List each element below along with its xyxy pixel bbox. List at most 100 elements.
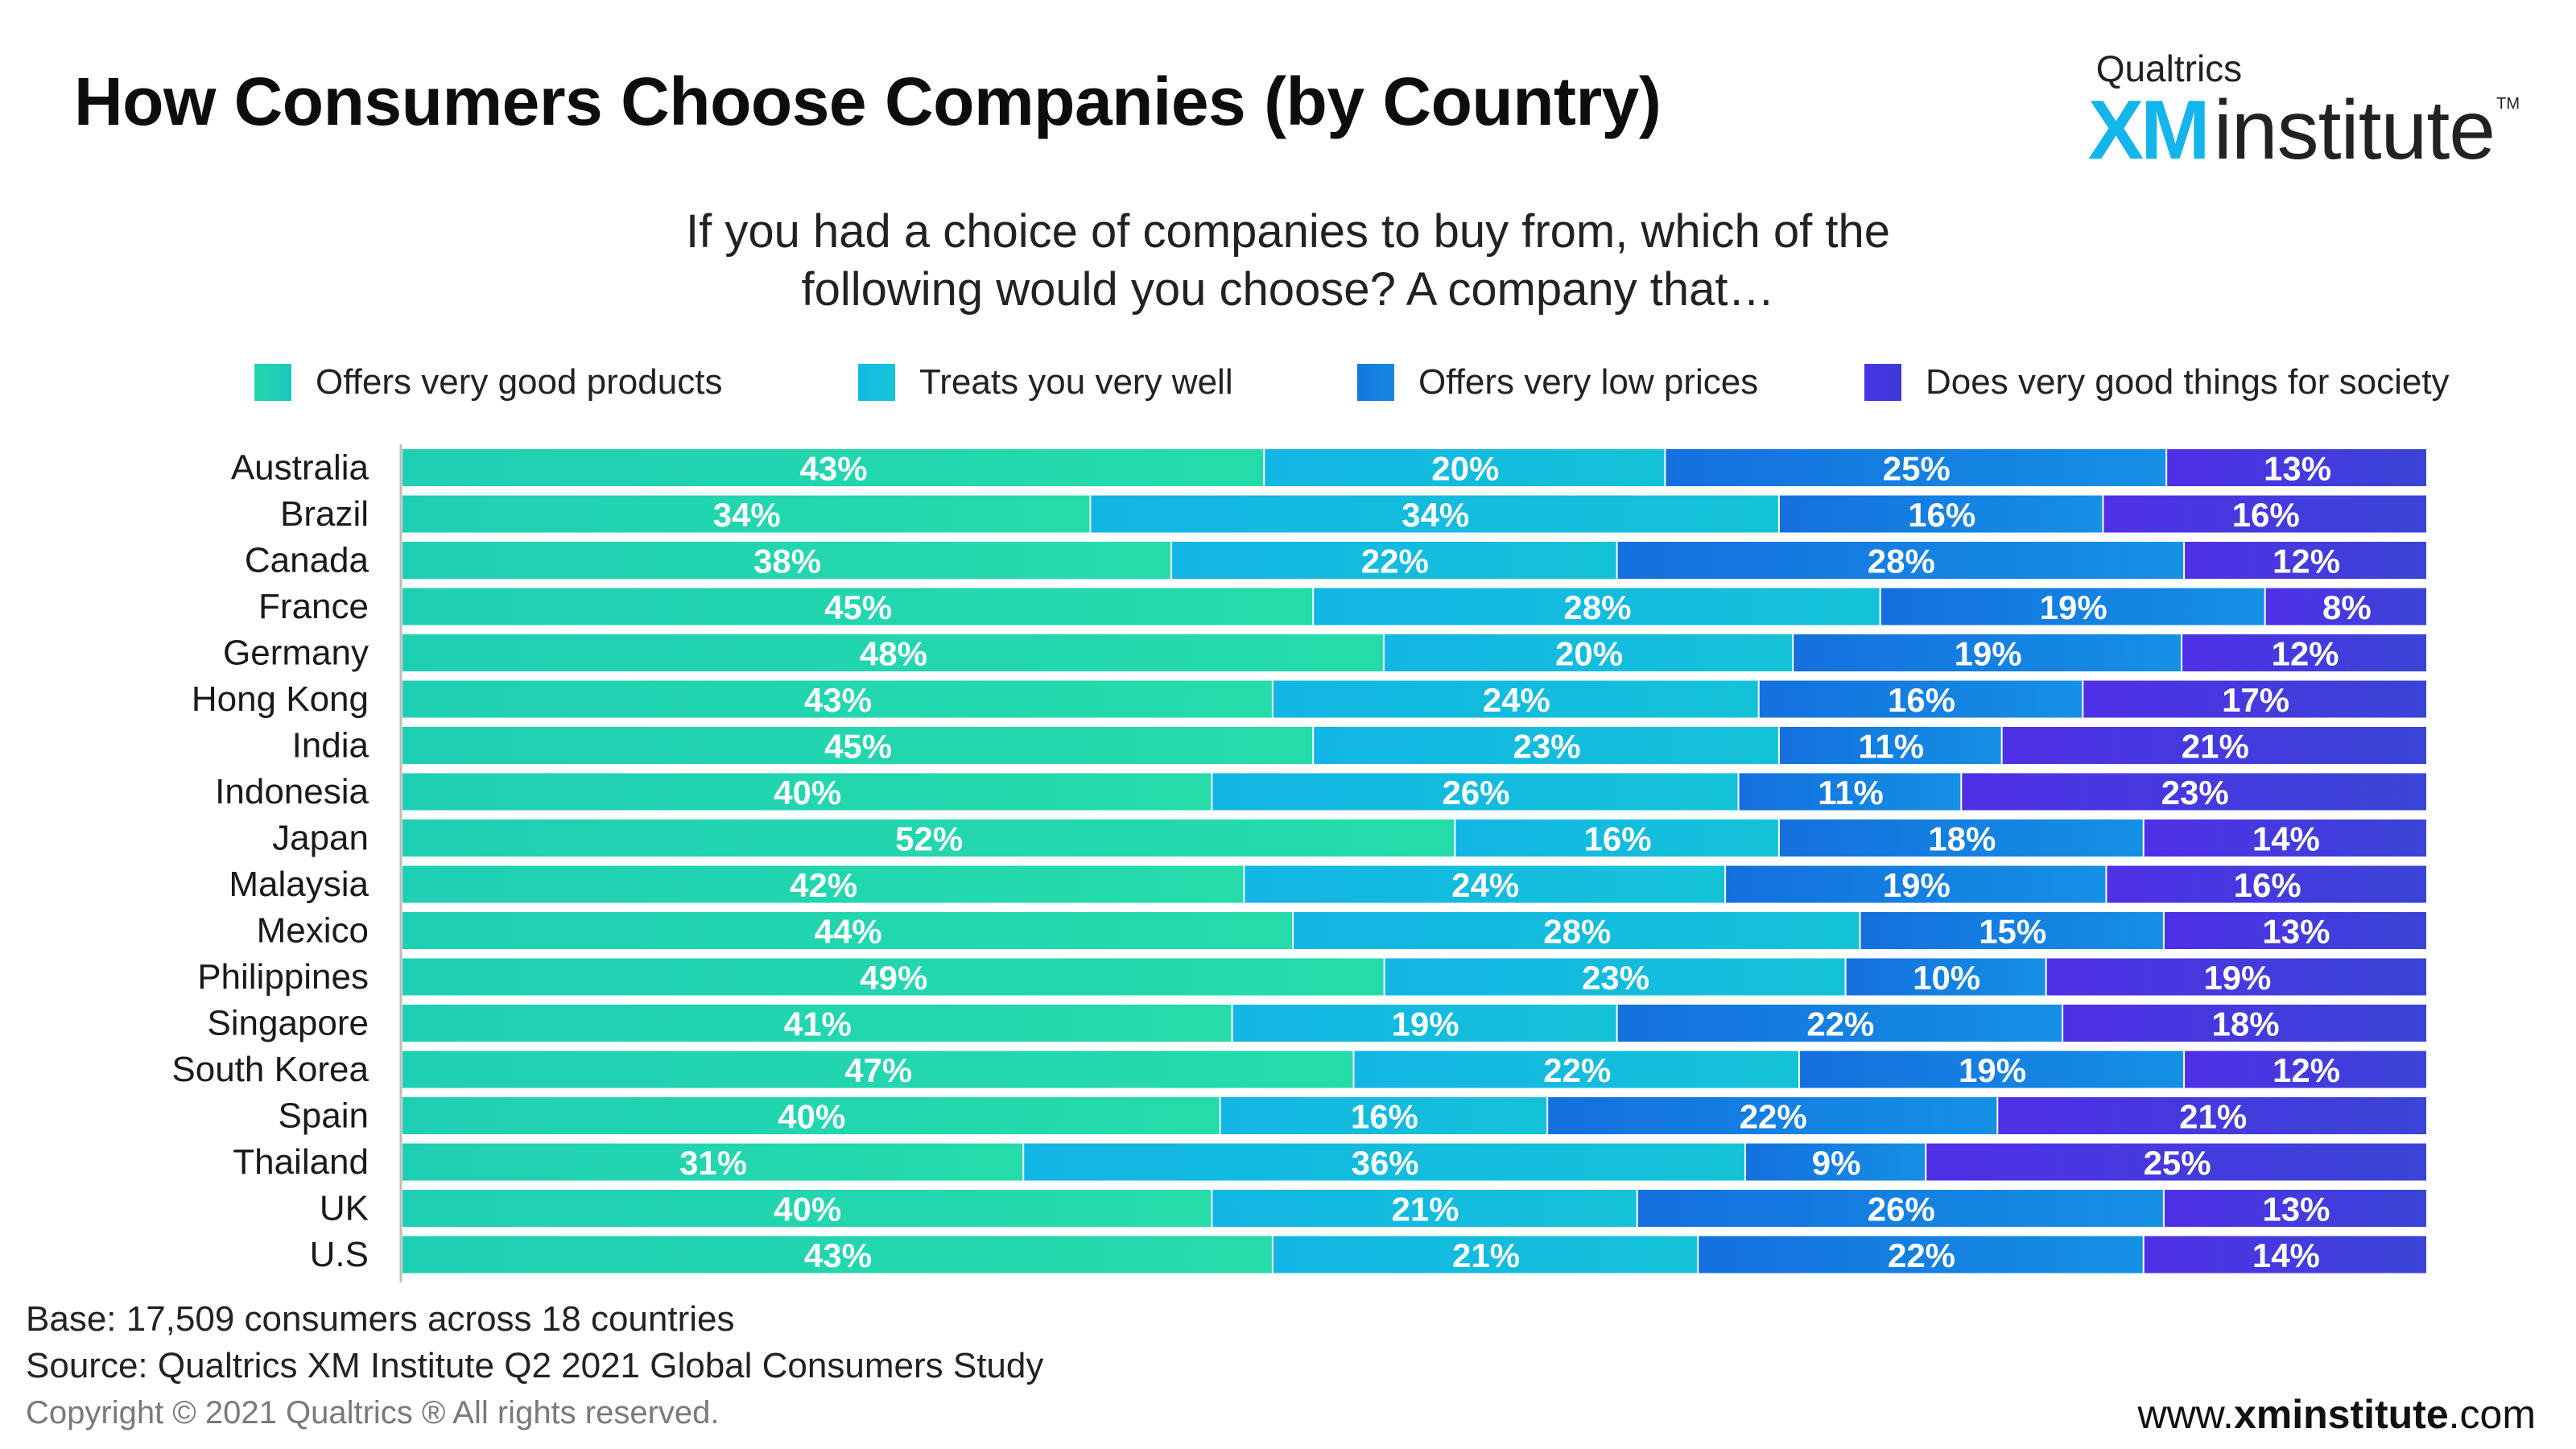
category-label: Brazil (280, 494, 369, 534)
bar-segment (1385, 958, 1845, 996)
legend-label-products: Offers very good products (316, 362, 723, 402)
base-note: Base: 17,509 consumers across 18 countri… (26, 1299, 735, 1339)
bar-segment (1800, 1051, 2184, 1088)
data-label: 11% (1818, 774, 1884, 811)
data-label: 45% (824, 588, 892, 626)
data-label: 21% (1452, 1236, 1520, 1274)
data-label: 28% (1868, 543, 1935, 580)
data-label: 15% (1979, 913, 2046, 951)
bar-segment (1846, 958, 2046, 996)
bar-segment (1354, 1051, 1799, 1088)
bar-segment (1212, 1190, 1637, 1227)
data-label: 28% (1563, 588, 1631, 626)
bar-segment (1548, 1097, 1997, 1134)
bar-segment (402, 588, 1313, 625)
data-label: 20% (1431, 450, 1499, 488)
bar-segment (1232, 1005, 1616, 1042)
category-label: Canada (245, 541, 369, 580)
question-line-1: If you had a choice of companies to buy … (686, 205, 1890, 258)
category-label: Australia (231, 448, 369, 488)
data-label: 16% (1351, 1098, 1418, 1136)
bar-segment (1759, 680, 2083, 718)
bar-segment (402, 634, 1383, 671)
bar-segment (1779, 495, 2103, 533)
data-label: 22% (1740, 1098, 1807, 1136)
data-label: 26% (1868, 1191, 1935, 1228)
data-label: 49% (860, 959, 927, 997)
bar-segment (1314, 588, 1880, 625)
data-label: 34% (713, 496, 781, 534)
bar-segment (1314, 727, 1778, 764)
data-label: 21% (1392, 1191, 1459, 1228)
bar-segment (1739, 773, 1961, 811)
category-label: UK (320, 1189, 369, 1228)
data-label: 12% (2273, 1051, 2340, 1089)
data-label: 23% (1513, 728, 1581, 766)
category-label: U.S (310, 1235, 369, 1274)
data-label: 42% (790, 866, 857, 904)
bar-segment (402, 1051, 1353, 1088)
data-label: 22% (1806, 1005, 1874, 1043)
legend-label-society: Does very good things for society (1926, 362, 2450, 402)
data-label: 43% (800, 450, 868, 488)
website-link[interactable]: www.xminstitute.com (2137, 1391, 2536, 1438)
data-label: 16% (2234, 866, 2301, 904)
data-label: 11% (1858, 728, 1924, 766)
bar-segment (2046, 958, 2426, 996)
legend-item-prices: Offers very low prices (1357, 362, 1758, 402)
bar-segment (1699, 1236, 2143, 1274)
bar-segment (402, 819, 1455, 857)
bar-segment (2182, 634, 2426, 671)
bar-segment (2083, 680, 2426, 718)
bar-segment (402, 958, 1384, 996)
bar-segment (1794, 634, 2182, 671)
bar-segment (402, 1190, 1212, 1227)
data-label: 14% (2252, 1236, 2320, 1274)
bar-segment (1880, 588, 2264, 625)
legend-item-products: Offers very good products (254, 362, 722, 402)
bar-segment (1666, 449, 2166, 486)
footnotes: Base: 17,509 consumers across 18 countri… (26, 1296, 1043, 1436)
bar-segment (1245, 865, 1725, 903)
bar-segment (1172, 542, 1616, 579)
data-label: 21% (2179, 1098, 2247, 1136)
data-label: 24% (1483, 681, 1550, 719)
website-domain: xminstitute (2233, 1392, 2449, 1437)
data-label: 19% (1883, 866, 1951, 904)
legend-swatch-prices (1357, 364, 1394, 401)
data-label: 43% (804, 1236, 872, 1274)
bar-segment (1384, 634, 1793, 671)
bar-segment (1212, 773, 1738, 811)
bar-segment (1265, 449, 1665, 486)
data-label: 25% (1883, 450, 1951, 488)
bar-segment (2103, 495, 2426, 533)
bar-segment (1294, 912, 1860, 949)
bar-segment (1617, 542, 2184, 579)
legend-item-treats: Treats you very well (858, 362, 1233, 402)
bar-segment (2185, 542, 2426, 579)
category-label: Mexico (257, 911, 369, 951)
data-label: 12% (2273, 543, 2340, 580)
bar-segment (1273, 680, 1758, 718)
bar-segment (2144, 819, 2426, 857)
category-label: Malaysia (229, 865, 369, 904)
data-label: 19% (2040, 588, 2107, 626)
category-label: Philippines (197, 957, 369, 997)
bar-segment (402, 912, 1293, 949)
bar-segment (402, 542, 1171, 579)
source-note: Source: Qualtrics XM Institute Q2 2021 G… (26, 1346, 1044, 1385)
bar-segment (2002, 727, 2426, 764)
legend-label-prices: Offers very low prices (1418, 362, 1759, 402)
data-label: 22% (1543, 1051, 1611, 1089)
bar-segment (402, 1097, 1220, 1134)
data-label: 48% (860, 635, 927, 673)
bar-segment (402, 865, 1244, 903)
bar-segment (2265, 588, 2426, 625)
data-label: 22% (1888, 1236, 1955, 1274)
data-label: 36% (1352, 1144, 1419, 1182)
data-label: 19% (1392, 1005, 1459, 1043)
legend-label-treats: Treats you very well (919, 362, 1233, 402)
bar-segment (2167, 449, 2426, 486)
category-label: France (258, 587, 369, 626)
